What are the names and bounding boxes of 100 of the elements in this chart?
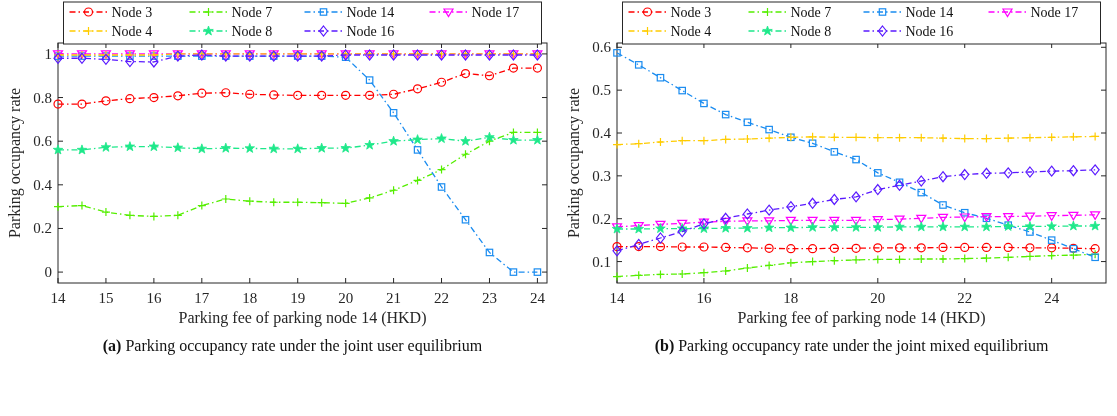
point xyxy=(364,139,375,150)
x-tick-label: 18 xyxy=(783,290,799,306)
point xyxy=(895,178,904,187)
point xyxy=(852,155,860,164)
point xyxy=(851,255,861,265)
point xyxy=(656,73,665,82)
point xyxy=(742,263,752,273)
point xyxy=(173,91,183,101)
legend-label: Node 17 xyxy=(1030,5,1079,20)
x-tick-label: 18 xyxy=(242,290,258,306)
point xyxy=(508,134,519,145)
x-tick-label: 22 xyxy=(957,290,973,306)
point xyxy=(699,268,709,278)
point xyxy=(148,141,160,152)
point xyxy=(894,179,905,191)
point xyxy=(765,125,773,134)
point xyxy=(53,202,63,212)
point xyxy=(460,135,471,146)
legend-label: Node 3 xyxy=(111,5,153,20)
y-tick-label: 0.8 xyxy=(33,89,52,106)
point xyxy=(293,90,303,100)
point xyxy=(851,243,861,253)
x-tick-label: 24 xyxy=(529,290,546,306)
point xyxy=(1047,236,1056,244)
point xyxy=(655,137,666,147)
point xyxy=(699,136,709,146)
point xyxy=(1024,221,1036,231)
point xyxy=(807,221,818,232)
text: (a) Parking occupancy rate under the joint user equilibrium xyxy=(102,337,483,355)
point xyxy=(388,89,399,99)
point xyxy=(1090,244,1100,254)
point xyxy=(437,183,446,191)
y-axis-title: Parking occupancy rate xyxy=(565,87,583,239)
point xyxy=(389,109,398,117)
y-tick-label: 0.6 xyxy=(592,39,612,56)
point xyxy=(268,143,279,154)
point xyxy=(829,193,839,206)
legend-label: Node 14 xyxy=(905,5,954,20)
y-tick-label: 0 xyxy=(44,264,52,281)
x-tick-label: 15 xyxy=(98,290,114,306)
point xyxy=(720,217,731,227)
point xyxy=(960,168,970,181)
point xyxy=(785,216,796,226)
legend-label: Node 16 xyxy=(346,24,395,39)
point xyxy=(786,258,796,268)
point xyxy=(197,88,207,98)
point xyxy=(700,99,708,108)
point xyxy=(484,131,495,142)
point xyxy=(612,241,622,252)
x-tick-label: 14 xyxy=(50,290,66,306)
point xyxy=(764,217,775,226)
x-tick-label: 21 xyxy=(386,290,402,306)
point xyxy=(894,243,905,253)
point xyxy=(1047,243,1057,253)
point xyxy=(196,143,207,154)
point xyxy=(1068,211,1079,221)
point xyxy=(916,254,926,264)
point xyxy=(916,243,926,253)
point xyxy=(830,148,839,156)
x-tick-label: 14 xyxy=(609,290,625,306)
point xyxy=(634,61,643,69)
y-tick-label: 0.2 xyxy=(33,220,52,237)
point xyxy=(960,242,970,253)
point xyxy=(959,213,970,223)
point xyxy=(764,133,774,143)
x-tick-label: 17 xyxy=(194,290,210,306)
point xyxy=(76,144,88,155)
point xyxy=(764,204,774,216)
point xyxy=(720,222,731,233)
point xyxy=(743,118,752,127)
point xyxy=(873,243,883,253)
x-tick-label: 20 xyxy=(338,290,354,306)
point xyxy=(655,223,666,234)
point xyxy=(829,221,840,232)
point xyxy=(244,142,255,153)
point xyxy=(173,210,183,220)
point xyxy=(829,216,840,226)
point xyxy=(872,221,883,232)
point xyxy=(742,208,752,220)
x-axis-title: Parking fee of parking node 14 (HKD) xyxy=(737,309,986,327)
point xyxy=(124,141,136,152)
point xyxy=(764,243,774,253)
point xyxy=(1089,220,1101,231)
point xyxy=(829,243,839,253)
y-tick-label: 0.2 xyxy=(592,210,611,227)
x-tick-label: 24 xyxy=(1044,290,1060,306)
point xyxy=(245,89,255,99)
legend-label: Node 4 xyxy=(111,24,153,39)
point xyxy=(874,169,882,177)
legend-label: Node 7 xyxy=(790,5,832,20)
point xyxy=(981,167,992,179)
point xyxy=(721,212,731,224)
point xyxy=(851,191,861,203)
text: (b) Parking occupancy rate under the joint mixed equilibrium xyxy=(654,337,1049,355)
point xyxy=(149,92,159,103)
point xyxy=(850,221,862,232)
point xyxy=(77,99,87,109)
point xyxy=(388,135,399,146)
point xyxy=(938,133,948,143)
point xyxy=(850,216,862,226)
